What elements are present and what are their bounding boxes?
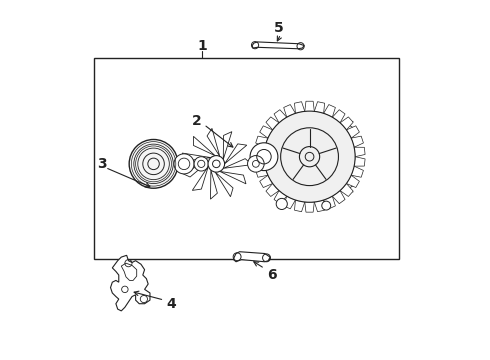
Polygon shape	[351, 136, 364, 147]
Polygon shape	[122, 263, 137, 280]
Polygon shape	[354, 157, 365, 166]
Polygon shape	[223, 132, 232, 159]
Polygon shape	[266, 184, 279, 197]
Polygon shape	[274, 110, 287, 123]
Polygon shape	[284, 104, 295, 117]
Polygon shape	[305, 202, 314, 212]
Circle shape	[129, 139, 178, 188]
Text: 5: 5	[274, 21, 284, 35]
Text: 6: 6	[267, 268, 277, 282]
Polygon shape	[305, 101, 314, 111]
Polygon shape	[211, 170, 218, 199]
Circle shape	[194, 157, 208, 171]
Polygon shape	[207, 129, 220, 156]
Polygon shape	[215, 172, 233, 197]
Polygon shape	[111, 255, 150, 311]
Circle shape	[322, 201, 331, 210]
Polygon shape	[220, 171, 246, 184]
Polygon shape	[254, 147, 265, 157]
Polygon shape	[340, 184, 353, 197]
Polygon shape	[223, 159, 252, 168]
Polygon shape	[346, 175, 359, 188]
Polygon shape	[274, 190, 287, 204]
Polygon shape	[340, 117, 353, 130]
Text: 2: 2	[192, 114, 201, 128]
Text: 3: 3	[97, 157, 106, 171]
Polygon shape	[194, 136, 215, 156]
Polygon shape	[256, 166, 268, 177]
Polygon shape	[294, 102, 305, 113]
Polygon shape	[256, 136, 268, 147]
Text: 1: 1	[197, 39, 207, 53]
Polygon shape	[323, 104, 335, 117]
Circle shape	[174, 154, 194, 174]
Polygon shape	[284, 196, 295, 209]
Polygon shape	[224, 144, 247, 164]
Polygon shape	[182, 162, 208, 177]
Polygon shape	[351, 166, 364, 177]
Polygon shape	[182, 153, 211, 161]
Circle shape	[247, 156, 264, 172]
Bar	[95, 58, 399, 259]
Circle shape	[208, 156, 224, 172]
Polygon shape	[294, 200, 305, 212]
Polygon shape	[314, 200, 324, 212]
Polygon shape	[332, 190, 345, 204]
Polygon shape	[260, 175, 272, 188]
Polygon shape	[332, 110, 345, 123]
Polygon shape	[234, 252, 270, 262]
Circle shape	[264, 111, 355, 202]
Polygon shape	[254, 157, 265, 166]
Polygon shape	[323, 196, 335, 209]
Text: 4: 4	[167, 297, 176, 311]
Polygon shape	[252, 42, 304, 49]
Polygon shape	[260, 126, 272, 138]
Circle shape	[250, 143, 278, 171]
Polygon shape	[346, 126, 359, 138]
Polygon shape	[192, 166, 208, 190]
Circle shape	[276, 198, 287, 210]
Polygon shape	[354, 147, 365, 157]
Polygon shape	[314, 102, 324, 113]
Polygon shape	[266, 117, 279, 130]
